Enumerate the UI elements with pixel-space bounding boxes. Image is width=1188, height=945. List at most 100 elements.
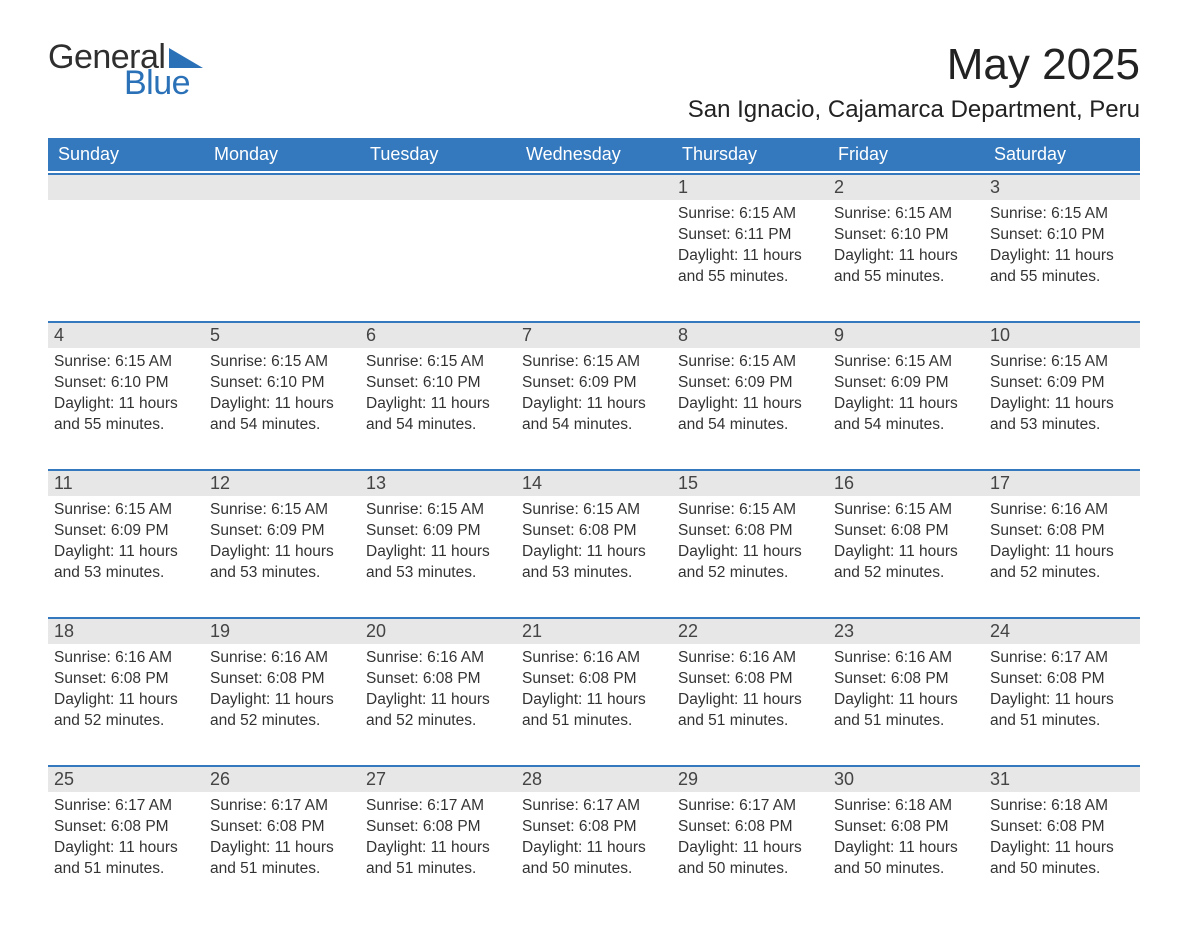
day-body: Sunrise: 6:16 AMSunset: 6:08 PMDaylight:… [678,648,820,732]
calendar-day: 5Sunrise: 6:15 AMSunset: 6:10 PMDaylight… [204,323,360,453]
page-title: May 2025 [688,40,1140,90]
sunrise-line: Sunrise: 6:15 AM [54,352,196,373]
day-number: 16 [828,471,984,496]
calendar-day: 11Sunrise: 6:15 AMSunset: 6:09 PMDayligh… [48,471,204,601]
day-number: 5 [204,323,360,348]
day-body: Sunrise: 6:15 AMSunset: 6:08 PMDaylight:… [522,500,664,584]
weekday-header: Saturday [984,138,1140,171]
daylight-line: Daylight: 11 hours and 55 minutes. [834,246,976,288]
day-body: Sunrise: 6:15 AMSunset: 6:09 PMDaylight:… [834,352,976,436]
sunset-line: Sunset: 6:08 PM [990,817,1132,838]
sunset-line: Sunset: 6:08 PM [522,669,664,690]
daylight-line: Daylight: 11 hours and 53 minutes. [54,542,196,584]
sunrise-line: Sunrise: 6:15 AM [522,352,664,373]
sunrise-line: Sunrise: 6:17 AM [522,796,664,817]
day-body: Sunrise: 6:15 AMSunset: 6:09 PMDaylight:… [990,352,1132,436]
calendar-day: 27Sunrise: 6:17 AMSunset: 6:08 PMDayligh… [360,767,516,897]
calendar-day: 14 Sunrise: 6:15 AMSunset: 6:08 PMDayligh… [516,471,672,601]
sunrise-line: Sunrise: 6:16 AM [522,648,664,669]
top-row: General Blue May 2025 San Ignacio, Cajam… [48,40,1140,124]
sunset-line: Sunset: 6:10 PM [834,225,976,246]
day-number [516,175,672,200]
sunrise-line: Sunrise: 6:15 AM [990,204,1132,225]
daylight-line: Daylight: 11 hours and 50 minutes. [834,838,976,880]
sunrise-line: Sunrise: 6:15 AM [210,352,352,373]
calendar-day: 18Sunrise: 6:16 AMSunset: 6:08 PMDayligh… [48,619,204,749]
day-body: Sunrise: 6:16 AMSunset: 6:08 PMDaylight:… [522,648,664,732]
calendar-day: 15Sunrise: 6:15 AMSunset: 6:08 PMDayligh… [672,471,828,601]
title-block: May 2025 San Ignacio, Cajamarca Departme… [688,40,1140,124]
day-body: Sunrise: 6:18 AMSunset: 6:08 PMDaylight:… [834,796,976,880]
calendar-week: 25Sunrise: 6:17 AMSunset: 6:08 PMDayligh… [48,765,1140,897]
day-number: 1 [672,175,828,200]
sunrise-line: Sunrise: 6:17 AM [990,648,1132,669]
day-number [204,175,360,200]
daylight-line: Daylight: 11 hours and 54 minutes. [366,394,508,436]
calendar-day: 17Sunrise: 6:16 AMSunset: 6:08 PMDayligh… [984,471,1140,601]
day-body: Sunrise: 6:16 AMSunset: 6:08 PMDaylight:… [210,648,352,732]
sunrise-line: Sunrise: 6:16 AM [54,648,196,669]
day-number: 4 [48,323,204,348]
sunrise-line: Sunrise: 6:17 AM [366,796,508,817]
day-body: Sunrise: 6:15 AMSunset: 6:09 PMDaylight:… [678,352,820,436]
sunrise-line: Sunrise: 6:17 AM [54,796,196,817]
calendar-day: 30Sunrise: 6:18 AMSunset: 6:08 PMDayligh… [828,767,984,897]
day-number: 23 [828,619,984,644]
calendar-day: 10Sunrise: 6:15 AMSunset: 6:09 PMDayligh… [984,323,1140,453]
day-number: 6 [360,323,516,348]
sunset-line: Sunset: 6:11 PM [678,225,820,246]
daylight-line: Daylight: 11 hours and 52 minutes. [210,690,352,732]
sunrise-line: Sunrise: 6:16 AM [990,500,1132,521]
sunrise-line: Sunrise: 6:15 AM [834,500,976,521]
sunset-line: Sunset: 6:09 PM [834,373,976,394]
calendar-day: 6 Sunrise: 6:15 AMSunset: 6:10 PMDaylight… [360,323,516,453]
sunrise-line: Sunrise: 6:16 AM [678,648,820,669]
day-body: Sunrise: 6:15 AMSunset: 6:09 PMDaylight:… [522,352,664,436]
daylight-line: Daylight: 11 hours and 52 minutes. [834,542,976,584]
calendar-day: 22Sunrise: 6:16 AMSunset: 6:08 PMDayligh… [672,619,828,749]
weekday-header: Friday [828,138,984,171]
location-text: San Ignacio, Cajamarca Department, Peru [688,96,1140,124]
logo-text-blue: Blue [124,66,203,100]
calendar-day: 1Sunrise: 6:15 AMSunset: 6:11 PMDaylight… [672,175,828,305]
sunset-line: Sunset: 6:08 PM [210,817,352,838]
day-body: Sunrise: 6:15 AMSunset: 6:08 PMDaylight:… [834,500,976,584]
day-body: Sunrise: 6:15 AMSunset: 6:10 PMDaylight:… [366,352,508,436]
day-body: Sunrise: 6:17 AMSunset: 6:08 PMDaylight:… [990,648,1132,732]
daylight-line: Daylight: 11 hours and 51 minutes. [834,690,976,732]
logo: General Blue [48,40,203,100]
sunset-line: Sunset: 6:09 PM [54,521,196,542]
weeks-container: 1 Sunrise: 6:15 AM Sunset: 6:11 PM Daylight… [48,173,1140,897]
sunset-line: Sunset: 6:08 PM [522,521,664,542]
calendar-day: 31Sunrise: 6:18 AMSunset: 6:08 PMDayligh… [984,767,1140,897]
calendar-day: 4Sunrise: 6:15 AMSunset: 6:10 PMDaylight… [48,323,204,453]
day-body: Sunrise: 6:15 AMSunset: 6:10 PMDaylight:… [834,204,976,288]
day-body: Sunrise: 6:17 AMSunset: 6:08 PMDaylight:… [522,796,664,880]
sunrise-line: Sunrise: 6:15 AM [366,352,508,373]
daylight-line: Daylight: 11 hours and 53 minutes. [210,542,352,584]
calendar-day: 2Sunrise: 6:15 AMSunset: 6:10 PMDaylight… [828,175,984,305]
daylight-line: Daylight: 11 hours and 52 minutes. [366,690,508,732]
sunset-line: Sunset: 6:08 PM [366,669,508,690]
calendar-day: 21Sunrise: 6:16 AMSunset: 6:08 PMDayligh… [516,619,672,749]
day-number: 14 [516,471,672,496]
calendar: Sunday Monday Tuesday Wednesday Thursday… [48,138,1140,897]
sunset-line: Sunset: 6:09 PM [522,373,664,394]
sunrise-line: Sunrise: 6:15 AM [834,352,976,373]
calendar-day [516,175,672,305]
daylight-line: Daylight: 11 hours and 54 minutes. [834,394,976,436]
daylight-line: Daylight: 11 hours and 54 minutes. [522,394,664,436]
calendar-day: 25Sunrise: 6:17 AMSunset: 6:08 PMDayligh… [48,767,204,897]
calendar-day: 19 Sunrise: 6:16 AMSunset: 6:08 PMDayligh… [204,619,360,749]
calendar-day: 20Sunrise: 6:16 AMSunset: 6:08 PMDayligh… [360,619,516,749]
day-number: 19 [204,619,360,644]
daylight-line: Daylight: 11 hours and 55 minutes. [54,394,196,436]
calendar-day [204,175,360,305]
calendar-week: 18Sunrise: 6:16 AMSunset: 6:08 PMDayligh… [48,617,1140,749]
daylight-line: Daylight: 11 hours and 51 minutes. [54,838,196,880]
day-body: Sunrise: 6:17 AMSunset: 6:08 PMDaylight:… [210,796,352,880]
sunset-line: Sunset: 6:10 PM [210,373,352,394]
weekday-header: Monday [204,138,360,171]
day-body: Sunrise: 6:16 AMSunset: 6:08 PMDaylight:… [54,648,196,732]
day-body: Sunrise: 6:15 AMSunset: 6:09 PMDaylight:… [54,500,196,584]
